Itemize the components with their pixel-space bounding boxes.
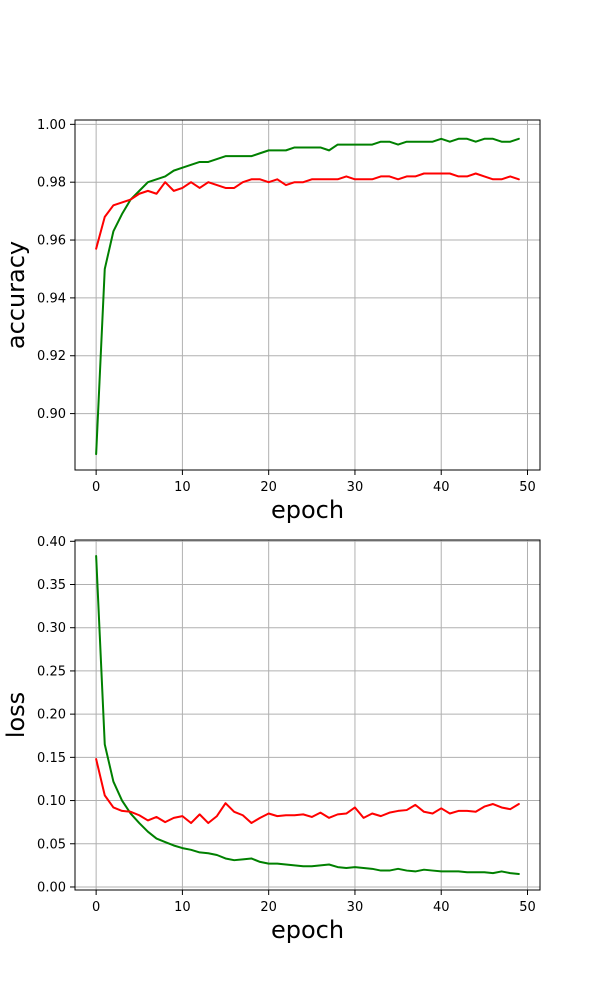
loss-x-tick-label-0: 0 xyxy=(92,900,100,915)
loss-x-tick-label-5: 50 xyxy=(519,900,536,915)
accuracy-x-tick-label-3: 30 xyxy=(347,480,364,495)
accuracy-plot-frame xyxy=(74,119,541,471)
loss-plot-frame xyxy=(74,539,541,891)
loss-chart: epoch loss 0 10 20 30 40 50 0.00 0.05 0.10 0.15 0.… xyxy=(2,535,541,944)
accuracy-x-tick-label-4: 40 xyxy=(433,480,450,495)
accuracy-x-axis-label: epoch xyxy=(271,496,344,524)
loss-series-1-line xyxy=(95,758,520,825)
loss-y-tick-label-5: 0.25 xyxy=(37,664,66,679)
loss-x-tick-label-1: 10 xyxy=(174,900,191,915)
loss-y-tick-label-6: 0.30 xyxy=(37,621,66,636)
loss-x-tick-label-3: 30 xyxy=(347,900,364,915)
loss-y-axis-label: loss xyxy=(2,692,30,738)
loss-y-tick-label-8: 0.40 xyxy=(37,535,66,550)
accuracy-y-axis-label: accuracy xyxy=(2,241,30,349)
loss-y-tick-label-2: 0.10 xyxy=(37,794,66,809)
loss-x-tick-label-4: 40 xyxy=(433,900,450,915)
accuracy-x-tick-label-0: 0 xyxy=(92,480,100,495)
loss-y-tick-label-0: 0.00 xyxy=(37,880,66,895)
accuracy-series-1-line xyxy=(95,172,520,250)
accuracy-x-tick-label-2: 20 xyxy=(260,480,277,495)
accuracy-x-tick-label-5: 50 xyxy=(519,480,536,495)
loss-y-tick-label-4: 0.20 xyxy=(37,708,66,723)
loss-series-0-line xyxy=(95,554,520,876)
accuracy-y-tick-label-5: 1.00 xyxy=(37,118,66,133)
loss-y-tick-label-7: 0.35 xyxy=(37,578,66,593)
accuracy-y-tick-label-2: 0.94 xyxy=(37,291,66,306)
accuracy-y-tick-label-1: 0.92 xyxy=(37,349,66,364)
accuracy-y-tick-label-4: 0.98 xyxy=(37,176,66,191)
loss-x-tick-label-2: 20 xyxy=(260,900,277,915)
accuracy-y-tick-label-3: 0.96 xyxy=(37,234,66,249)
loss-x-axis-label: epoch xyxy=(271,916,344,944)
loss-y-tick-label-3: 0.15 xyxy=(37,751,66,766)
loss-y-tick-label-1: 0.05 xyxy=(37,837,66,852)
accuracy-x-tick-label-1: 10 xyxy=(174,480,191,495)
accuracy-chart: epoch accuracy 0 10 20 30 40 50 0.90 0.92 0.94 0.… xyxy=(2,118,541,524)
accuracy-y-tick-label-0: 0.90 xyxy=(37,407,66,422)
accuracy-series-0-line xyxy=(95,137,520,456)
